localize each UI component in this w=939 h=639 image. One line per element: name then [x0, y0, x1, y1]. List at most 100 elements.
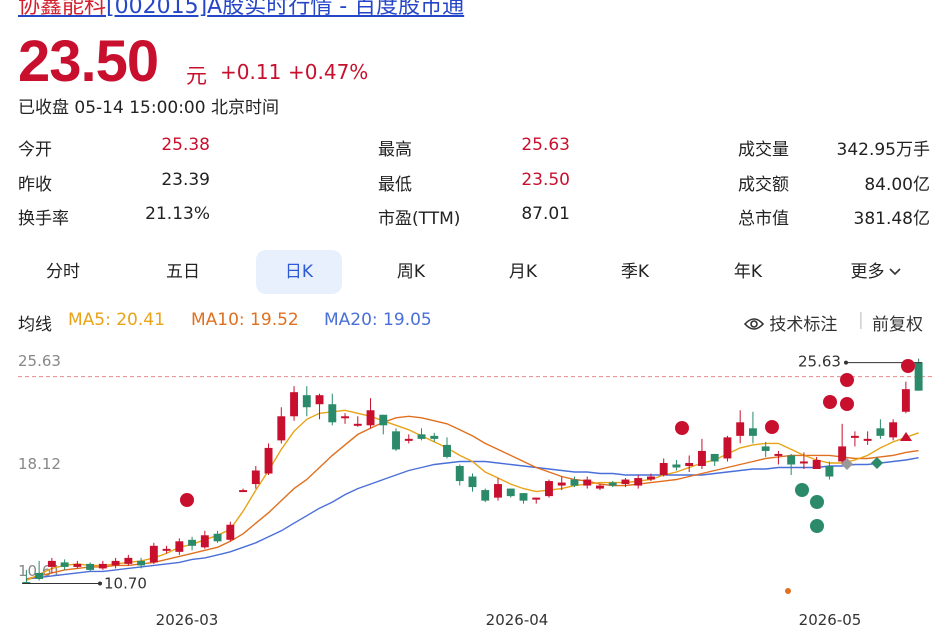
candle-body: [162, 548, 171, 551]
candle-body: [889, 422, 898, 438]
candle-body: [430, 435, 439, 439]
tab-quarterly-k[interactable]: 季K: [620, 262, 650, 282]
stat-label-turnover: 换手率: [18, 209, 69, 229]
high-marker-dot: [844, 360, 848, 365]
candle-body: [608, 482, 617, 486]
ma5-line: [26, 409, 919, 582]
candle-body: [443, 444, 451, 457]
stat-value-open: 25.38: [161, 135, 210, 155]
signal-triangle: [900, 432, 912, 441]
stat-label-prev-close: 昨收: [18, 175, 52, 195]
candle-body: [73, 563, 82, 567]
ma20-value: MA20: 19.05: [324, 310, 432, 330]
signal-marker: [180, 493, 194, 507]
candle-body: [137, 560, 146, 566]
stat-value-prev-close: 23.39: [161, 170, 210, 190]
title-stock-name[interactable]: 协鑫能科: [18, 0, 107, 19]
ma10-value: MA10: 19.52: [191, 310, 299, 330]
signal-marker: [765, 420, 779, 434]
candle-body: [506, 488, 515, 497]
candle-body: [251, 470, 260, 485]
candle-body: [787, 455, 796, 465]
candle-body: [60, 562, 69, 567]
signal-marker: [810, 519, 824, 533]
y-tick-label: 18.12: [18, 455, 61, 473]
market-status: 已收盘 05-14 15:00:00 北京时间: [18, 98, 279, 118]
candle-body: [685, 462, 694, 466]
stat-value-amount: 84.00亿: [864, 175, 930, 195]
tab-intraday[interactable]: 分时: [46, 262, 80, 282]
ma-legend-label: 均线: [18, 315, 52, 335]
candle-body: [863, 438, 872, 441]
candle-body: [315, 395, 324, 405]
candle-body: [761, 446, 770, 451]
price-unit: 元: [186, 64, 207, 88]
candle-body: [98, 563, 107, 569]
low-marker-label: 10.70: [104, 574, 147, 592]
toolbar-divider: |: [858, 310, 864, 330]
candle-body: [748, 428, 757, 436]
eye-icon: [743, 318, 765, 330]
signal-small-dot: [785, 588, 791, 594]
candle-body: [226, 524, 235, 540]
low-marker-dot: [98, 581, 102, 586]
candle-body: [392, 431, 400, 450]
page-title-link[interactable]: 协鑫能科[002015]A股实时行情 - 百度股市通: [18, 0, 464, 20]
stat-value-market-cap: 381.48亿: [853, 209, 930, 229]
stat-value-low: 23.50: [521, 170, 570, 190]
stat-value-turnover: 21.13%: [145, 204, 210, 224]
signal-diamond-green: [871, 457, 883, 469]
signal-marker: [795, 483, 809, 497]
title-stock-code[interactable]: [002015]: [106, 0, 208, 19]
tab-more[interactable]: 更多: [836, 250, 916, 294]
signal-diamond-gray: [841, 458, 853, 470]
tab-weekly-k[interactable]: 周K: [396, 262, 426, 282]
candle-body: [481, 490, 490, 501]
candle-body: [277, 416, 286, 441]
candle-body: [366, 410, 375, 426]
candle-body: [876, 428, 885, 436]
candle-body: [124, 557, 133, 564]
technical-annotation-toggle[interactable]: 技术标注: [743, 310, 838, 335]
tab-five-day[interactable]: 五日: [166, 262, 200, 282]
stat-label-volume: 成交量: [738, 140, 789, 160]
candle-body: [175, 541, 184, 552]
price-adjust-toggle[interactable]: 前复权: [872, 315, 923, 335]
candle-body: [570, 479, 579, 486]
candle-body: [149, 545, 158, 563]
title-suffix[interactable]: A股实时行情 - 百度股市通: [207, 0, 465, 19]
candle-body: [850, 435, 859, 438]
candle-body: [264, 447, 273, 474]
candle-body: [710, 453, 719, 462]
candle-body: [468, 476, 477, 488]
candle-body: [838, 446, 847, 462]
candle-body: [672, 464, 681, 468]
candle-body: [239, 490, 248, 493]
candle-body: [825, 465, 834, 477]
candle-body: [697, 450, 706, 466]
candle-body: [379, 414, 388, 426]
stat-label-pe: 市盈(TTM): [378, 209, 461, 229]
tab-daily-k[interactable]: 日K: [256, 250, 342, 294]
stat-label-amount: 成交额: [738, 175, 789, 195]
candle-body: [736, 422, 745, 436]
candle-body: [494, 484, 502, 498]
y-tick-label: 25.63: [18, 352, 61, 370]
candle-body: [47, 560, 56, 567]
tab-yearly-k[interactable]: 年K: [733, 262, 763, 282]
tab-monthly-k[interactable]: 月K: [508, 262, 538, 282]
stat-value-high: 25.63: [521, 135, 570, 155]
stat-label-market-cap: 总市值: [738, 209, 789, 229]
candle-body: [328, 404, 337, 423]
stat-value-volume: 342.95万手: [836, 140, 930, 160]
candle-body: [290, 392, 299, 417]
candle-body: [812, 459, 821, 469]
technical-annotation-label: 技术标注: [769, 315, 838, 335]
candle-body: [519, 493, 528, 501]
candle-body: [111, 560, 120, 566]
candle-body: [188, 539, 197, 546]
chevron-down-icon: [888, 268, 901, 276]
candle-body: [583, 479, 592, 486]
candle-body: [659, 462, 668, 476]
